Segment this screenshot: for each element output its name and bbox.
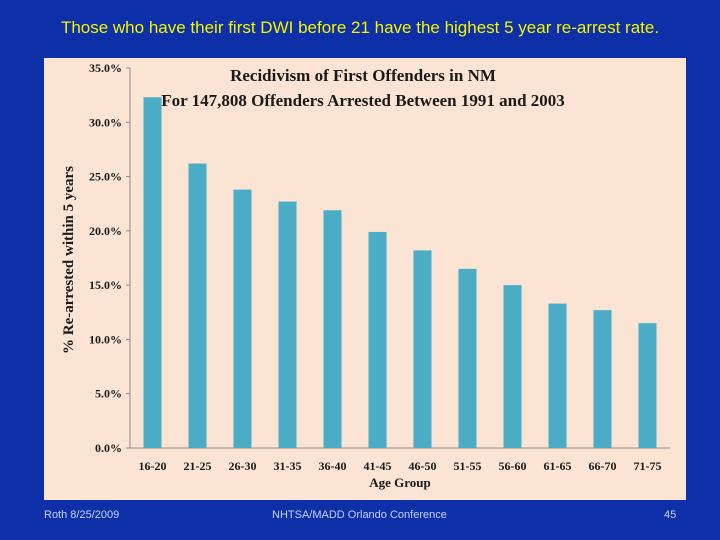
y-axis-label: % Re-arrested within 5 years	[61, 166, 77, 354]
y-tick-label: 10.0%	[89, 332, 122, 346]
x-tick-label: 61-65	[544, 459, 572, 473]
bar-61-65	[548, 303, 567, 448]
bar-71-75	[638, 323, 657, 448]
bar-51-55	[458, 268, 477, 448]
y-tick-label: 35.0%	[89, 61, 122, 75]
x-tick-label: 66-70	[589, 459, 617, 473]
bar-66-70	[593, 310, 612, 448]
x-tick-label: 71-75	[634, 459, 662, 473]
y-tick-label: 25.0%	[89, 170, 122, 184]
bar-21-25	[188, 163, 207, 449]
bar-16-20	[143, 97, 162, 449]
y-tick-label: 5.0%	[95, 387, 122, 401]
x-tick-label: 51-55	[454, 459, 482, 473]
bar-41-45	[368, 231, 387, 448]
bar-46-50	[413, 250, 432, 448]
bar-26-30	[233, 189, 252, 448]
bar-31-35	[278, 201, 297, 448]
bar-56-60	[503, 285, 522, 448]
footer-conference: NHTSA/MADD Orlando Conference	[272, 509, 447, 521]
y-tick-label: 0.0%	[95, 441, 122, 455]
bar-36-40	[323, 210, 342, 448]
x-tick-label: 26-30	[229, 459, 257, 473]
x-tick-label: 31-35	[274, 459, 302, 473]
y-tick-label: 15.0%	[89, 278, 122, 292]
x-tick-label: 46-50	[409, 459, 437, 473]
y-tick-label: 30.0%	[89, 115, 122, 129]
slide-title: Those who have their first DWI before 21…	[60, 18, 660, 37]
footer-author-date: Roth 8/25/2009	[44, 509, 120, 521]
x-tick-label: 21-25	[184, 459, 212, 473]
x-tick-label: 16-20	[139, 459, 167, 473]
x-tick-label: 36-40	[319, 459, 347, 473]
x-tick-label: 41-45	[364, 459, 392, 473]
x-tick-label: 56-60	[499, 459, 527, 473]
page-number: 45	[664, 509, 677, 521]
y-tick-label: 20.0%	[89, 224, 122, 238]
chart-title: Recidivism of First Offenders in NM	[230, 66, 496, 85]
chart-subtitle: For 147,808 Offenders Arrested Between 1…	[161, 91, 565, 110]
x-axis-label: Age Group	[369, 475, 431, 490]
